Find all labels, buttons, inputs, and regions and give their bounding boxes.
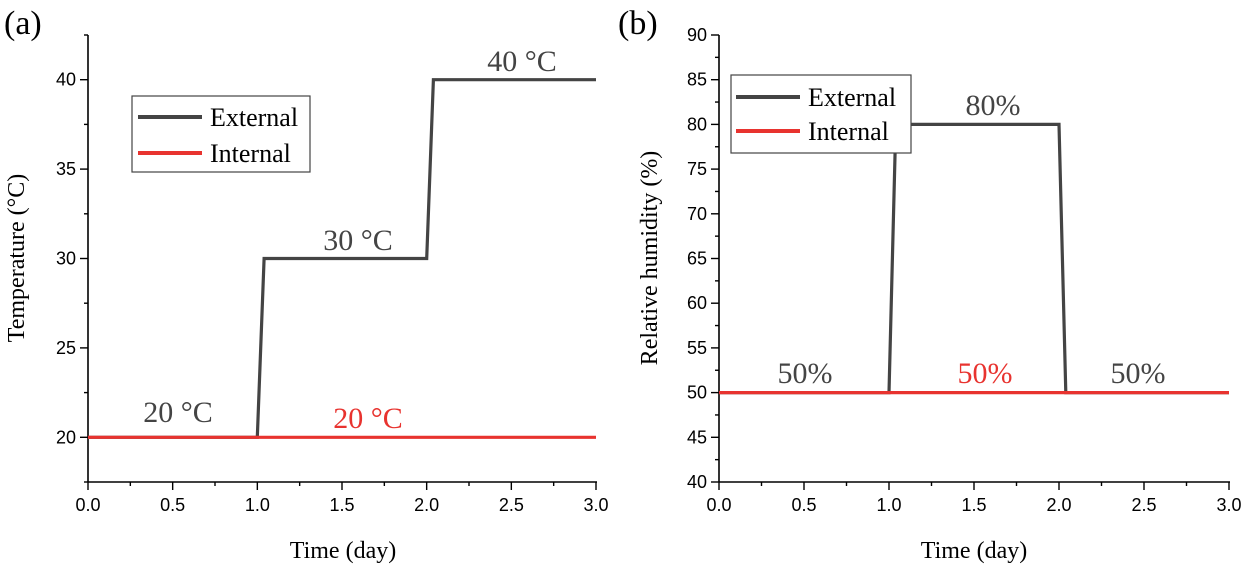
y-tick-label: 45 — [687, 427, 707, 447]
panel-label-b: (b) — [618, 5, 658, 42]
y-tick-label: 35 — [56, 159, 76, 179]
x-tick-label: 2.5 — [499, 495, 524, 515]
y-tick-label: 75 — [687, 159, 707, 179]
x-tick-label: 2.5 — [1131, 495, 1156, 515]
y-tick-label: 65 — [687, 249, 707, 269]
legend: External Internal — [730, 74, 912, 154]
y-tick-label: 80 — [687, 114, 707, 134]
y-tick-label: 20 — [56, 427, 76, 447]
x-tick-label: 1.5 — [961, 495, 986, 515]
legend-label-external: External — [210, 103, 298, 132]
legend: External Internal — [131, 95, 311, 173]
x-tick-label: 2.0 — [1046, 495, 1071, 515]
y-tick-label: 50 — [687, 383, 707, 403]
annotation-external-30: 30 °C — [323, 224, 393, 257]
x-tick-label: 0.0 — [706, 495, 731, 515]
legend-box — [131, 95, 311, 173]
y-tick-label: 25 — [56, 338, 76, 358]
y-tick-label: 40 — [56, 70, 76, 90]
legend-box — [730, 74, 912, 154]
annotation-external-50-left: 50% — [778, 357, 833, 390]
x-tick-label: 0.5 — [791, 495, 816, 515]
x-axis-label: Time (day) — [921, 538, 1027, 564]
x-tick-label: 1.0 — [876, 495, 901, 515]
chart-temperature: (a) 0.0 0.5 1.0 1.5 2.0 2.5 3.0 20 25 30 35 40 Time… — [4, 5, 609, 564]
x-tick-label: 1.0 — [245, 495, 270, 515]
annotation-internal-20: 20 °C — [333, 402, 403, 435]
annotation-external-80: 80% — [966, 89, 1021, 122]
annotation-internal-50: 50% — [958, 357, 1013, 390]
x-tick-label: 2.0 — [414, 495, 439, 515]
x-axis-label: Time (day) — [290, 538, 396, 564]
annotation-external-40: 40 °C — [487, 45, 557, 78]
y-tick-label: 70 — [687, 204, 707, 224]
x-tick-label: 3.0 — [1216, 495, 1241, 515]
x-tick-label: 1.5 — [329, 495, 354, 515]
x-tick-label: 0.5 — [160, 495, 185, 515]
chart-humidity: (b) 0.0 0.5 1.0 1.5 2.0 2.5 3.0 40 45 50 55 60 65 70 7… — [618, 5, 1242, 564]
annotation-external-20: 20 °C — [143, 396, 213, 429]
y-tick-label: 60 — [687, 293, 707, 313]
annotation-external-50-right: 50% — [1111, 357, 1166, 390]
y-tick-label: 90 — [687, 25, 707, 45]
legend-label-internal: Internal — [210, 139, 291, 168]
y-tick-label: 85 — [687, 70, 707, 90]
y-tick-label: 40 — [687, 472, 707, 492]
x-tick-label: 3.0 — [583, 495, 608, 515]
legend-label-external: External — [808, 83, 896, 112]
series-line-external — [719, 122, 1229, 395]
y-axis-label: Temperature (°C) — [4, 174, 30, 343]
y-tick-label: 30 — [56, 249, 76, 269]
legend-label-internal: Internal — [808, 117, 889, 146]
y-tick-label: 55 — [687, 338, 707, 358]
y-axis-label: Relative humidity (%) — [637, 151, 663, 366]
panel-label-a: (a) — [4, 5, 42, 42]
x-tick-label: 0.0 — [75, 495, 100, 515]
